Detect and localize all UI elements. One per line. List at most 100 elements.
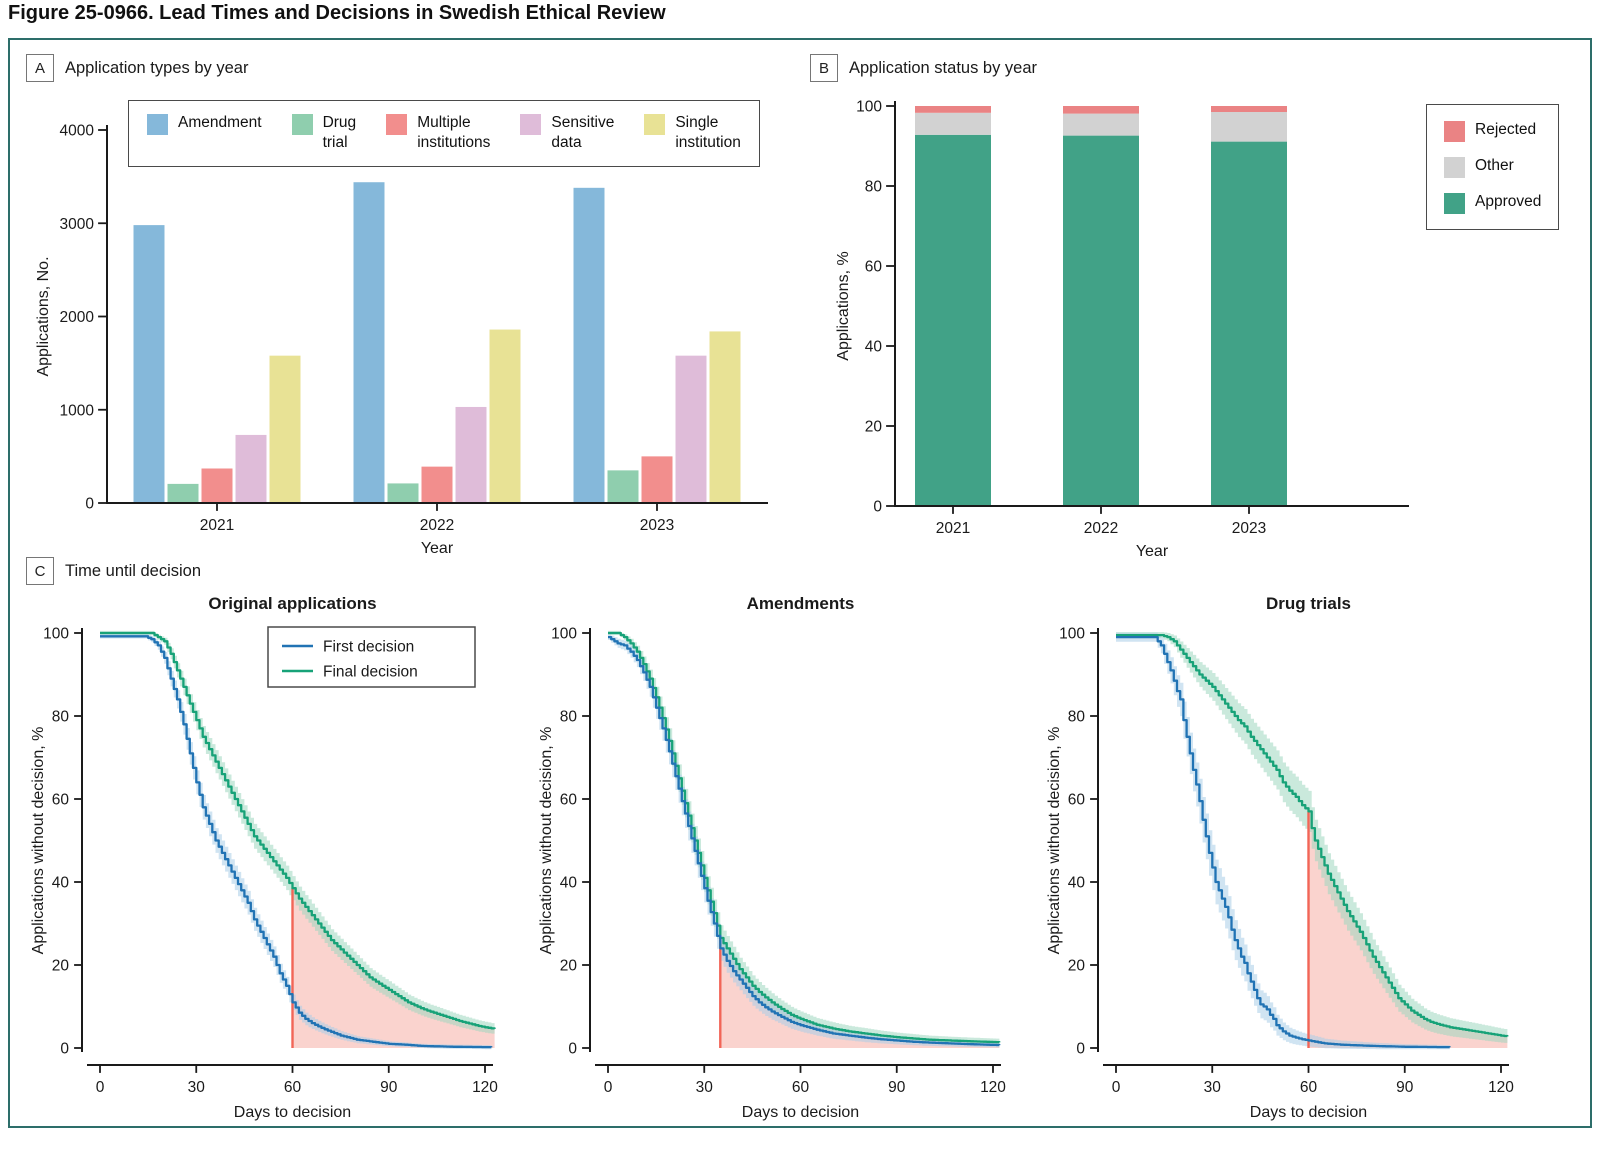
svg-text:Days to decision: Days to decision <box>742 1104 859 1121</box>
svg-text:0: 0 <box>1112 1079 1121 1096</box>
svg-text:30: 30 <box>696 1079 714 1096</box>
figure-border-box: A Application types by year 2021 2022 2023… <box>8 38 1592 1128</box>
svg-text:2021: 2021 <box>936 520 970 537</box>
legend-label: Single institution <box>675 114 741 152</box>
panel-a-header: A Application types by year <box>26 54 248 82</box>
legend-label: Drug trial <box>322 114 357 152</box>
svg-text:90: 90 <box>1396 1079 1414 1096</box>
legend-item-approved: Approved <box>1444 192 1541 214</box>
svg-text:0: 0 <box>60 1041 69 1058</box>
svg-text:Original applications: Original applications <box>208 594 376 613</box>
svg-text:2022: 2022 <box>420 517 454 534</box>
svg-text:30: 30 <box>1204 1079 1222 1096</box>
svg-text:20: 20 <box>52 958 70 975</box>
km-chart-amendments: Amendments 0 20 40 60 80 100 0 30 60 90 120 Days to … <box>538 594 1006 1121</box>
stacked-bar-chart-application-status: 2021 2022 2023 0 20 40 60 80 100 Year Applications… <box>835 99 1409 560</box>
legend-label: Amendment <box>178 114 262 131</box>
panel-b-label: B <box>810 54 838 82</box>
panel-b-title: Application status by year <box>849 58 1038 77</box>
svg-text:60: 60 <box>1068 792 1086 809</box>
legend-label: Multiple institutions <box>417 114 491 152</box>
svg-text:60: 60 <box>52 792 70 809</box>
legend-item-rejected: Rejected <box>1444 120 1541 142</box>
svg-text:60: 60 <box>560 792 578 809</box>
svg-text:90: 90 <box>380 1079 398 1096</box>
svg-text:30: 30 <box>188 1079 206 1096</box>
svg-text:2022: 2022 <box>1084 520 1118 537</box>
legend-label: Rejected <box>1475 121 1537 138</box>
svg-text:2000: 2000 <box>60 309 95 326</box>
panel-a-title: Application types by year <box>65 58 249 77</box>
svg-text:100: 100 <box>1059 626 1085 643</box>
svg-text:40: 40 <box>560 875 578 892</box>
svg-text:First decision: First decision <box>323 639 414 656</box>
svg-text:Applications without decision,: Applications without decision, % <box>30 727 47 955</box>
svg-text:100: 100 <box>551 626 577 643</box>
svg-text:0: 0 <box>1076 1041 1085 1058</box>
svg-text:Year: Year <box>1136 543 1169 560</box>
svg-text:40: 40 <box>865 339 883 356</box>
svg-text:0: 0 <box>604 1079 613 1096</box>
svg-text:60: 60 <box>284 1079 302 1096</box>
svg-text:Applications, No.: Applications, No. <box>35 256 52 376</box>
legend-application-types: Amendment Drug trial Multiple institutions Se… <box>128 100 760 167</box>
svg-text:0: 0 <box>96 1079 105 1096</box>
svg-text:80: 80 <box>865 179 883 196</box>
panel-b-header: B Application status by year <box>810 54 1037 82</box>
svg-text:Days to decision: Days to decision <box>234 1104 351 1121</box>
legend-swatch <box>520 114 542 135</box>
svg-text:2023: 2023 <box>1232 520 1266 537</box>
legend-swatch <box>1444 193 1465 214</box>
legend-swatch <box>386 114 408 135</box>
legend-item-sensitive-data: Sensitive data <box>520 113 614 154</box>
svg-text:90: 90 <box>888 1079 906 1096</box>
svg-text:60: 60 <box>792 1079 810 1096</box>
svg-text:Applications without decision,: Applications without decision, % <box>1046 727 1063 955</box>
svg-text:Drug trials: Drug trials <box>1266 594 1351 613</box>
km-chart-original-applications: Original applications 0 20 40 60 80 100 0 30 60 90… <box>30 594 498 1121</box>
svg-text:40: 40 <box>1068 875 1086 892</box>
legend-swatch <box>147 114 168 135</box>
svg-text:Applications without decision,: Applications without decision, % <box>538 727 555 955</box>
svg-text:80: 80 <box>52 709 70 726</box>
figure-title: Figure 25-0966. Lead Times and Decisions… <box>8 2 666 24</box>
svg-text:60: 60 <box>1300 1079 1318 1096</box>
legend-item-amendment: Amendment <box>147 113 262 154</box>
svg-text:20: 20 <box>865 419 883 436</box>
svg-text:4000: 4000 <box>60 123 95 140</box>
legend-application-status: Rejected Other Approved <box>1426 104 1560 230</box>
panel-c-title: Time until decision <box>65 561 202 580</box>
svg-text:120: 120 <box>980 1079 1006 1096</box>
svg-text:Final decision: Final decision <box>323 664 418 681</box>
svg-text:20: 20 <box>560 958 578 975</box>
legend-item-other: Other <box>1444 156 1541 178</box>
legend-item-single-institution: Single institution <box>644 113 741 154</box>
svg-text:120: 120 <box>1488 1079 1514 1096</box>
panel-a-label: A <box>26 54 54 82</box>
svg-text:60: 60 <box>865 259 883 276</box>
svg-text:120: 120 <box>472 1079 498 1096</box>
legend-label: Approved <box>1475 193 1542 210</box>
svg-text:Applications, %: Applications, % <box>835 251 852 360</box>
bar-chart-application-types: 2021 2022 2023 0 1000 2000 3000 4000 Year Applica… <box>35 123 768 557</box>
svg-text:100: 100 <box>856 99 882 116</box>
svg-text:3000: 3000 <box>60 216 95 233</box>
legend-swatch <box>1444 157 1465 178</box>
svg-text:2021: 2021 <box>200 517 234 534</box>
svg-text:2023: 2023 <box>640 517 674 534</box>
legend-swatch <box>291 114 313 135</box>
svg-text:0: 0 <box>873 499 882 516</box>
legend-label: Sensitive data <box>551 114 615 152</box>
legend-item-multiple-institutions: Multiple institutions <box>386 113 490 154</box>
panel-c-label: C <box>26 557 54 585</box>
svg-text:Amendments: Amendments <box>747 594 855 613</box>
svg-text:0: 0 <box>85 496 94 513</box>
svg-text:0: 0 <box>568 1041 577 1058</box>
svg-text:20: 20 <box>1068 958 1086 975</box>
panel-c-header: C Time until decision <box>26 557 201 585</box>
svg-text:80: 80 <box>1068 709 1086 726</box>
svg-text:Days to decision: Days to decision <box>1250 1104 1367 1121</box>
svg-text:100: 100 <box>43 626 69 643</box>
km-chart-drug-trials: Drug trials 0 20 40 60 80 100 0 30 60 90 120 Days to… <box>1046 594 1514 1121</box>
svg-text:Year: Year <box>421 540 454 557</box>
